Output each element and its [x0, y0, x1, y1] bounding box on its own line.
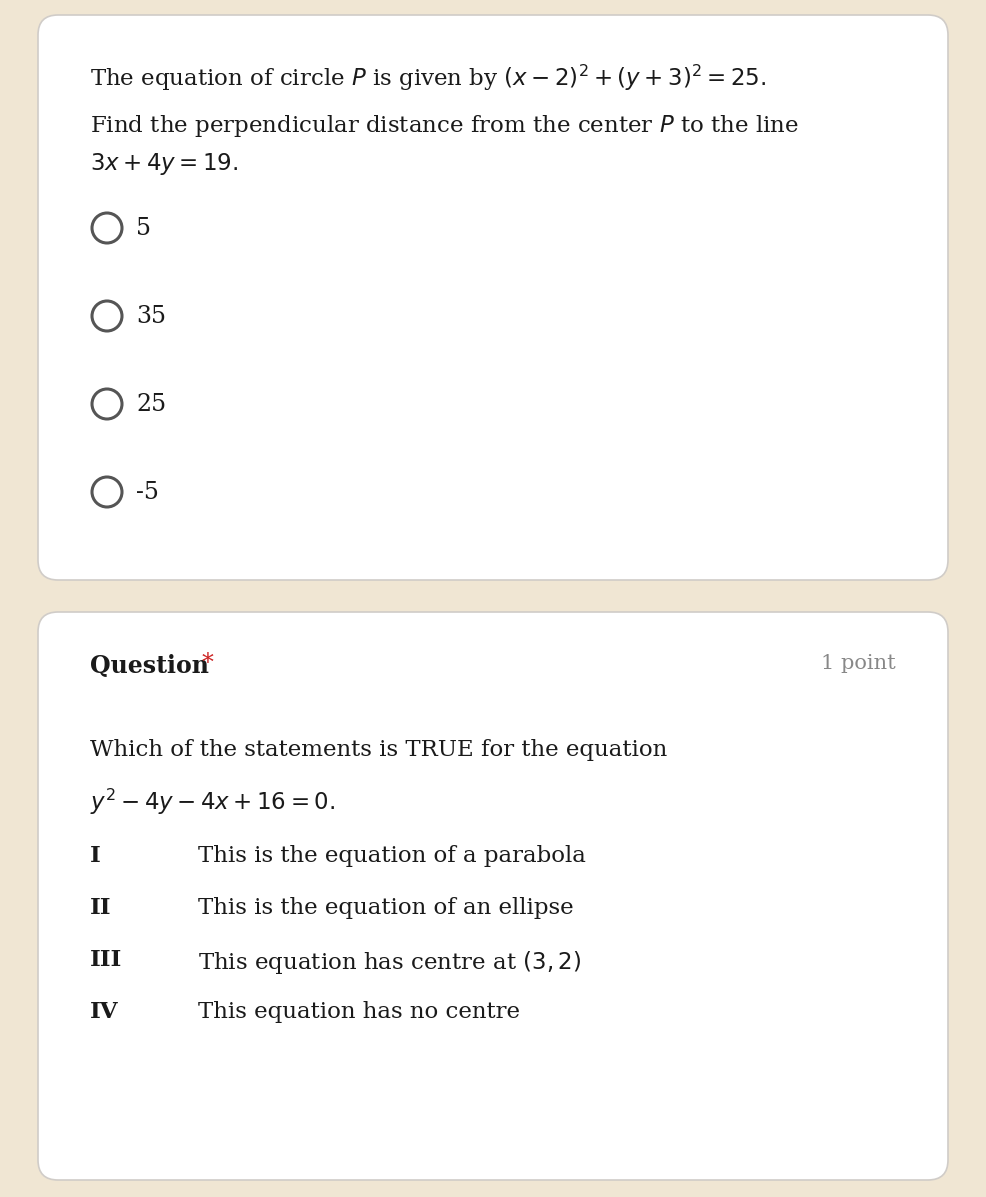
Text: This is the equation of an ellipse: This is the equation of an ellipse — [198, 897, 573, 919]
Text: II: II — [90, 897, 111, 919]
Text: 5: 5 — [136, 217, 151, 241]
Text: Which of the statements is TRUE for the equation: Which of the statements is TRUE for the … — [90, 739, 667, 761]
Text: Find the perpendicular distance from the center $P$ to the line: Find the perpendicular distance from the… — [90, 113, 798, 139]
Text: Question: Question — [90, 654, 209, 678]
Text: This is the equation of a parabola: This is the equation of a parabola — [198, 845, 586, 867]
Text: 35: 35 — [136, 305, 166, 328]
Text: The equation of circle $P$ is given by $(x-2)^{2}+(y+3)^{2}=25.$: The equation of circle $P$ is given by $… — [90, 63, 765, 93]
Text: This equation has no centre: This equation has no centre — [198, 1001, 520, 1023]
Text: -5: -5 — [136, 481, 159, 504]
Text: $3x+4y=19.$: $3x+4y=19.$ — [90, 151, 238, 177]
Text: 1 point: 1 point — [820, 654, 895, 673]
Text: I: I — [90, 845, 101, 867]
Text: *: * — [202, 652, 214, 675]
Text: IV: IV — [90, 1001, 118, 1023]
Text: III: III — [90, 949, 122, 971]
Text: 25: 25 — [136, 393, 166, 417]
Text: This equation has centre at $(3,2)$: This equation has centre at $(3,2)$ — [198, 949, 581, 976]
FancyBboxPatch shape — [38, 16, 947, 581]
Text: $y^{2}-4y-4x+16=0.$: $y^{2}-4y-4x+16=0.$ — [90, 786, 334, 818]
FancyBboxPatch shape — [38, 612, 947, 1180]
